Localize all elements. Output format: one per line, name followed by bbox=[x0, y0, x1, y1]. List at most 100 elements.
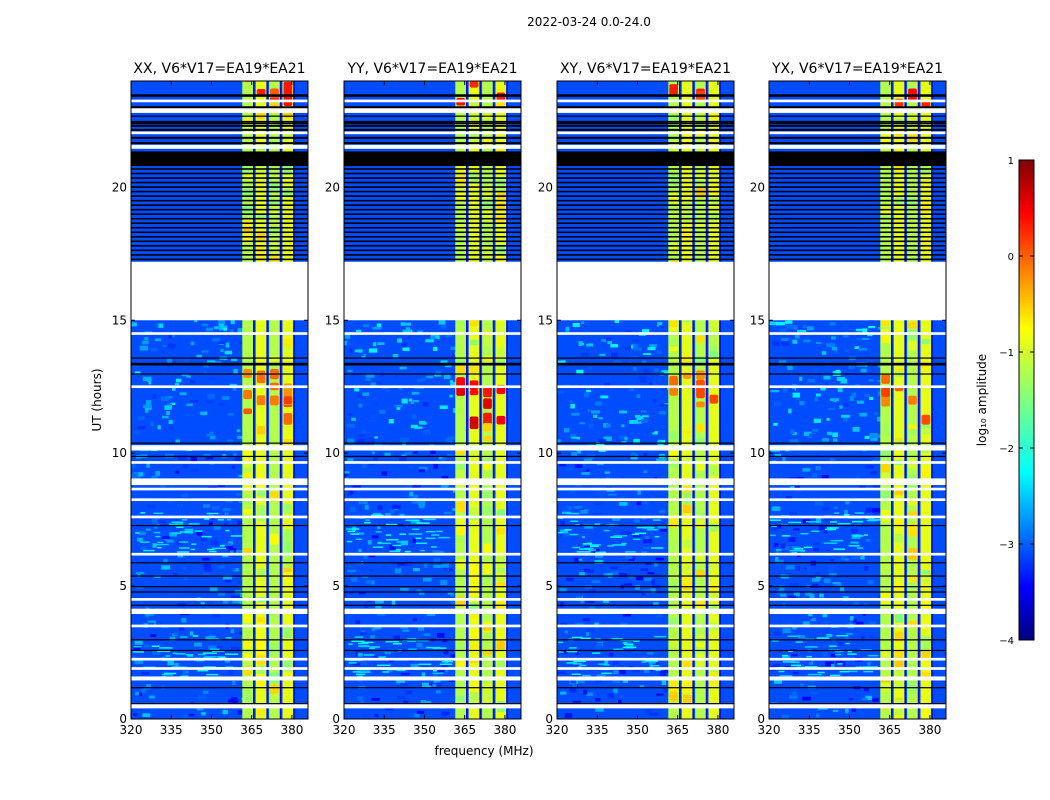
rfi-cell bbox=[456, 336, 466, 342]
noise-cell bbox=[233, 453, 237, 458]
noise-cell bbox=[364, 604, 369, 608]
noise-cell bbox=[652, 519, 661, 521]
noise-cell bbox=[640, 568, 648, 571]
subband-gap bbox=[679, 81, 681, 719]
rfi-cell bbox=[256, 508, 266, 522]
flagged-black-line bbox=[769, 217, 946, 220]
flagged-black-line bbox=[131, 208, 308, 211]
noise-cell bbox=[351, 640, 365, 642]
noise-cell bbox=[775, 549, 779, 555]
noise-cell bbox=[386, 669, 393, 673]
noise-cell bbox=[581, 535, 585, 539]
noise-cell bbox=[400, 437, 409, 443]
noise-cell bbox=[392, 504, 401, 510]
noise-cell bbox=[843, 621, 850, 625]
rfi-cell bbox=[270, 693, 279, 699]
flagged-white-band bbox=[344, 667, 521, 670]
noise-cell bbox=[145, 614, 149, 618]
noise-cell bbox=[829, 674, 841, 677]
noise-cell bbox=[167, 660, 174, 666]
flagged-white-band bbox=[769, 461, 946, 464]
noise-cell bbox=[647, 571, 655, 575]
noise-cell bbox=[207, 360, 216, 363]
noise-cell bbox=[412, 399, 420, 403]
noise-cell bbox=[237, 520, 244, 526]
noise-cell bbox=[578, 341, 583, 346]
noise-cell bbox=[571, 436, 580, 440]
colorbar-tick-label: 1 bbox=[1008, 156, 1014, 167]
flagged-black-line bbox=[131, 240, 308, 243]
noise-cell bbox=[581, 471, 590, 475]
noise-cell bbox=[612, 517, 621, 521]
noise-cell bbox=[872, 507, 881, 513]
rfi-cell bbox=[709, 523, 719, 532]
flagged-black-line bbox=[344, 122, 521, 125]
flagged-white-band bbox=[557, 487, 734, 491]
noise-cell bbox=[416, 710, 425, 715]
noise-cell bbox=[393, 375, 398, 380]
noise-cell bbox=[612, 689, 618, 692]
flagged-black-line bbox=[769, 604, 946, 606]
flagged-black-line bbox=[557, 240, 734, 243]
noise-cell bbox=[439, 551, 444, 555]
noise-cell bbox=[202, 652, 217, 654]
rfi-cell bbox=[270, 88, 279, 99]
noise-cell bbox=[655, 356, 662, 362]
noise-cell bbox=[870, 353, 880, 356]
noise-cell bbox=[632, 339, 639, 343]
noise-cell bbox=[397, 696, 405, 700]
noise-cell bbox=[233, 568, 239, 572]
noise-cell bbox=[397, 523, 405, 526]
noise-cell bbox=[143, 405, 153, 409]
y-tick-label: 15 bbox=[538, 313, 553, 327]
noise-cell bbox=[206, 673, 219, 676]
noise-cell bbox=[438, 457, 446, 461]
noise-cell bbox=[862, 328, 868, 334]
flagged-white-band bbox=[344, 498, 521, 502]
noise-cell bbox=[225, 500, 233, 503]
noise-cell bbox=[344, 473, 349, 477]
noise-cell bbox=[356, 532, 365, 535]
noise-cell bbox=[399, 366, 407, 370]
noise-cell bbox=[363, 554, 368, 560]
noise-cell bbox=[209, 431, 214, 436]
noise-cell bbox=[652, 431, 658, 435]
noise-cell bbox=[633, 438, 640, 444]
flagged-black-line bbox=[344, 181, 521, 184]
noise-cell bbox=[437, 632, 445, 638]
noise-cell bbox=[195, 554, 199, 558]
rfi-cell bbox=[908, 198, 917, 205]
noise-cell bbox=[635, 532, 647, 535]
noise-cell bbox=[188, 713, 195, 717]
rfi-cell bbox=[894, 709, 904, 716]
flagged-white-band bbox=[131, 261, 308, 321]
noise-cell bbox=[797, 663, 804, 666]
noise-cell bbox=[230, 595, 240, 600]
noise-cell bbox=[237, 435, 243, 440]
noise-cell bbox=[837, 641, 843, 646]
noise-cell bbox=[558, 641, 564, 644]
noise-cell bbox=[425, 339, 434, 343]
noise-cell bbox=[162, 344, 167, 348]
noise-cell bbox=[141, 671, 150, 676]
noise-cell bbox=[814, 397, 818, 402]
noise-cell bbox=[831, 318, 837, 323]
noise-cell bbox=[634, 415, 641, 418]
noise-cell bbox=[785, 320, 793, 324]
noise-cell bbox=[169, 334, 175, 338]
noise-cell bbox=[839, 670, 850, 673]
x-axis-label: frequency (MHz) bbox=[434, 744, 533, 758]
noise-cell bbox=[366, 437, 375, 443]
noise-cell bbox=[779, 675, 793, 677]
noise-cell bbox=[579, 664, 587, 667]
noise-cell bbox=[232, 386, 237, 391]
noise-cell bbox=[633, 538, 641, 541]
noise-cell bbox=[594, 560, 604, 564]
flagged-black-line bbox=[131, 199, 308, 202]
noise-cell bbox=[431, 336, 436, 340]
flagged-white-band bbox=[131, 385, 308, 389]
noise-cell bbox=[386, 539, 399, 541]
flagged-black-line bbox=[344, 172, 521, 175]
flagged-white-band bbox=[344, 385, 521, 389]
rfi-cell bbox=[456, 500, 466, 512]
